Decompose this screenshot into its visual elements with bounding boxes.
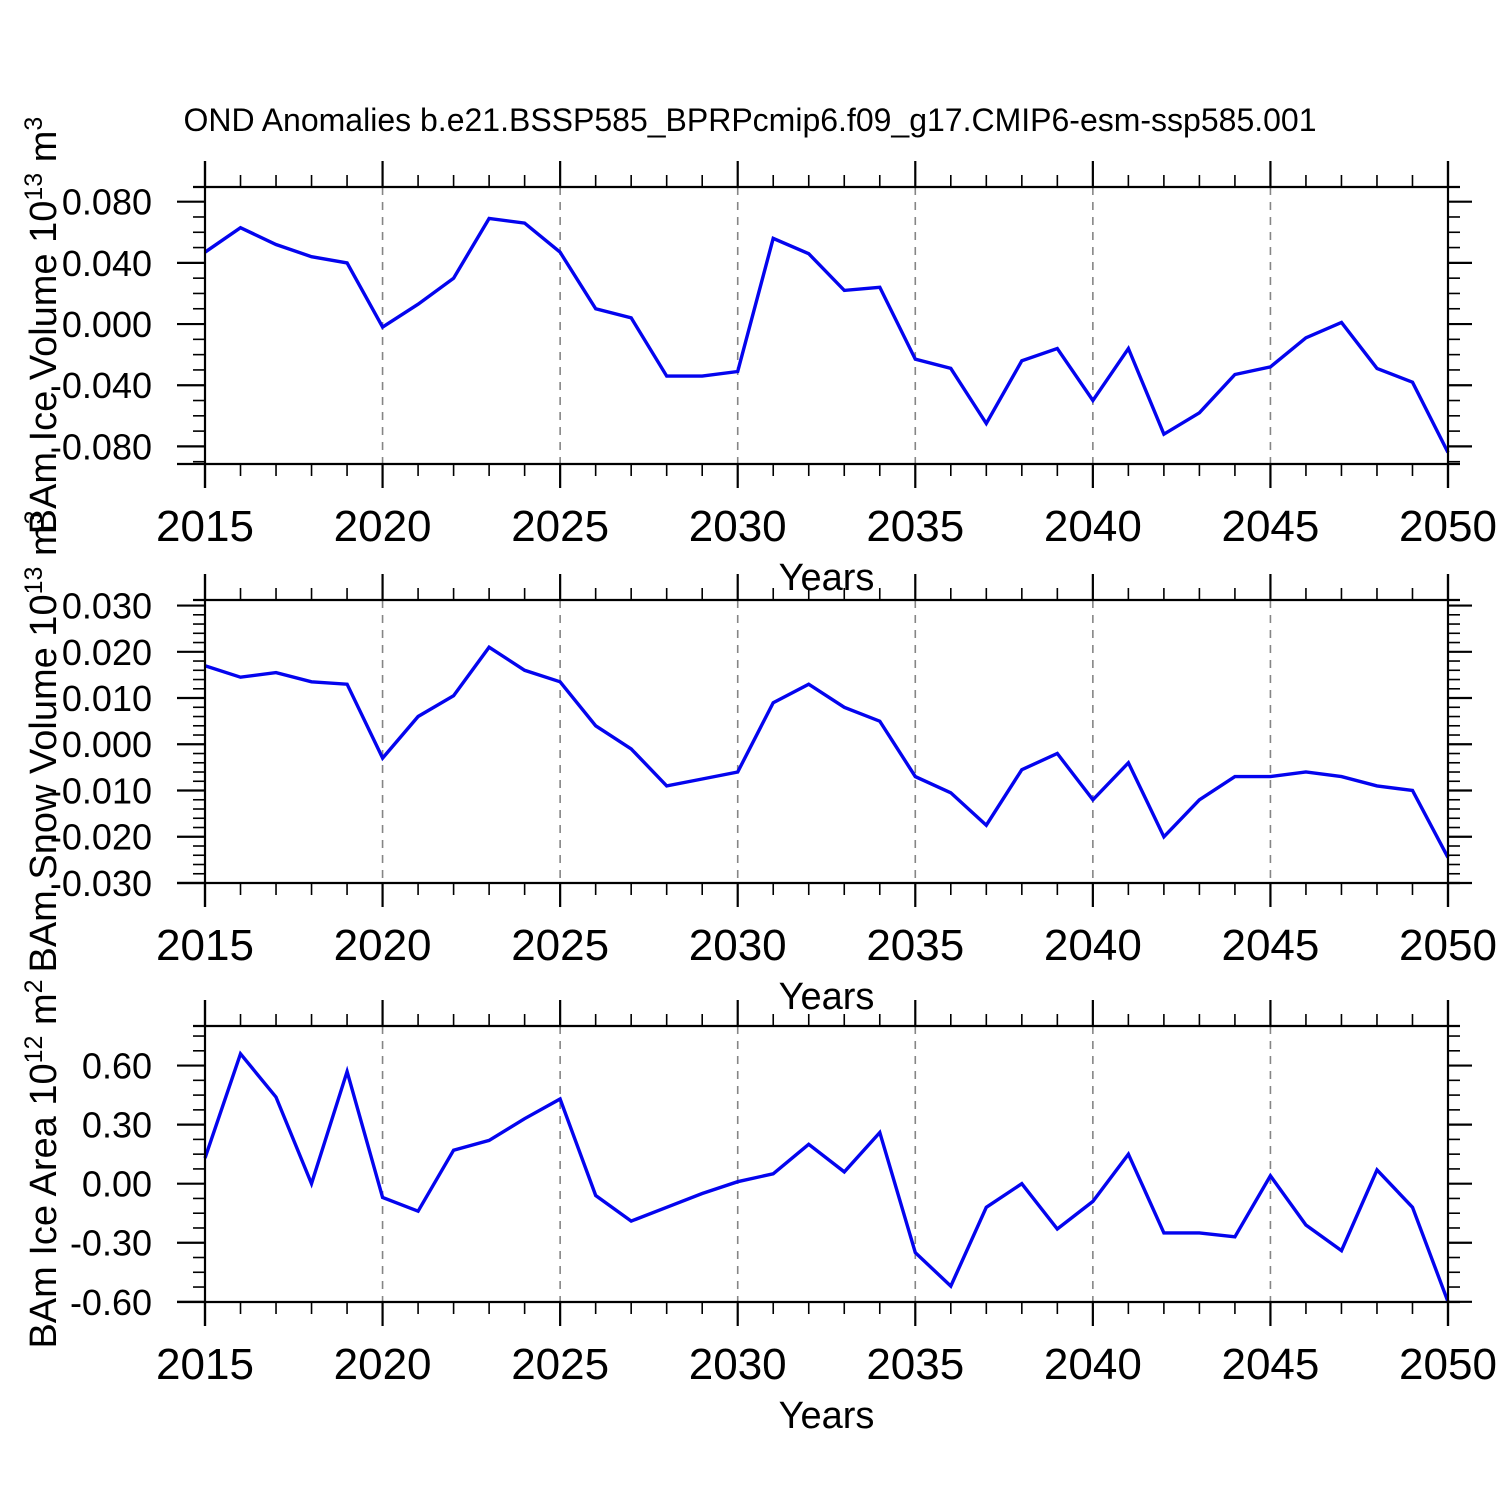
x-tick-label: 2035 (866, 921, 964, 970)
bam-ice-area-line (203, 1050, 1450, 1303)
x-tick-label: 2015 (156, 1340, 254, 1389)
y-tick-label: -0.010 (50, 770, 152, 811)
x-tick-label: 2050 (1399, 502, 1497, 551)
x-tick-label: 2030 (689, 502, 787, 551)
x-tick-label: 2035 (866, 1340, 964, 1389)
x-tick-label: 2015 (156, 921, 254, 970)
y-tick-label: -0.30 (70, 1223, 152, 1264)
x-axis-label: Years (779, 557, 875, 599)
axes (177, 1000, 1472, 1326)
y-tick-label: 0.080 (62, 182, 152, 223)
x-tick-label: 2050 (1399, 1340, 1497, 1389)
x-tick-label: 2025 (511, 921, 609, 970)
y-tick-label: 0.30 (82, 1105, 152, 1146)
panel-bam-snow-volume: 0.0300.0200.0100.000-0.010-0.020-0.03020… (20, 510, 1497, 1018)
y-tick-label: 0.000 (62, 724, 152, 765)
bam-snow-volume-line (204, 644, 1450, 859)
x-tick-label: 2045 (1221, 921, 1319, 970)
x-tick-label: 2020 (334, 502, 432, 551)
y-tick-label: 0.000 (62, 304, 152, 345)
x-tick-label: 2020 (334, 921, 432, 970)
y-tick-label: 0.030 (62, 586, 152, 627)
y-axis-label: BAm Snow Volume 1013 m3 (20, 510, 65, 972)
x-axis-label: Years (779, 976, 875, 1018)
x-tick-label: 2030 (689, 921, 787, 970)
gridlines (381, 1026, 1272, 1302)
x-tick-label: 2040 (1044, 1340, 1142, 1389)
x-tick-label: 2030 (689, 1340, 787, 1389)
gridlines (381, 187, 1272, 464)
y-tick-label: -0.020 (50, 817, 152, 858)
y-tick-label: 0.020 (62, 632, 152, 673)
x-axis-label: Years (779, 1395, 875, 1437)
x-tick-label: 2045 (1221, 502, 1319, 551)
y-tick-label: 0.60 (82, 1046, 152, 1087)
y-tick-label: -0.080 (50, 426, 152, 467)
x-tick-label: 2040 (1044, 921, 1142, 970)
chart-title: OND Anomalies b.e21.BSSP585_BPRPcmip6.f0… (183, 102, 1317, 138)
x-tick-label: 2050 (1399, 921, 1497, 970)
y-tick-label: -0.030 (50, 863, 152, 904)
x-tick-label: 2035 (866, 502, 964, 551)
x-tick-label: 2045 (1221, 1340, 1319, 1389)
gridlines (381, 600, 1272, 883)
y-tick-label: 0.00 (82, 1164, 152, 1205)
y-axis-label: BAm Ice Volume 1013 m3 (20, 117, 65, 535)
y-tick-label: 0.010 (62, 678, 152, 719)
x-tick-label: 2025 (511, 502, 609, 551)
x-tick-label: 2020 (334, 1340, 432, 1389)
x-tick-label: 2015 (156, 502, 254, 551)
x-tick-label: 2025 (511, 1340, 609, 1389)
x-tick-label: 2040 (1044, 502, 1142, 551)
y-tick-label: -0.60 (70, 1282, 152, 1323)
y-tick-label: 0.040 (62, 243, 152, 284)
axes (177, 161, 1472, 488)
bam-ice-volume-line (204, 216, 1450, 454)
axes (177, 574, 1472, 907)
y-tick-label: -0.040 (50, 365, 152, 406)
y-axis-label: BAm Ice Area 1012 m2 (20, 979, 65, 1348)
